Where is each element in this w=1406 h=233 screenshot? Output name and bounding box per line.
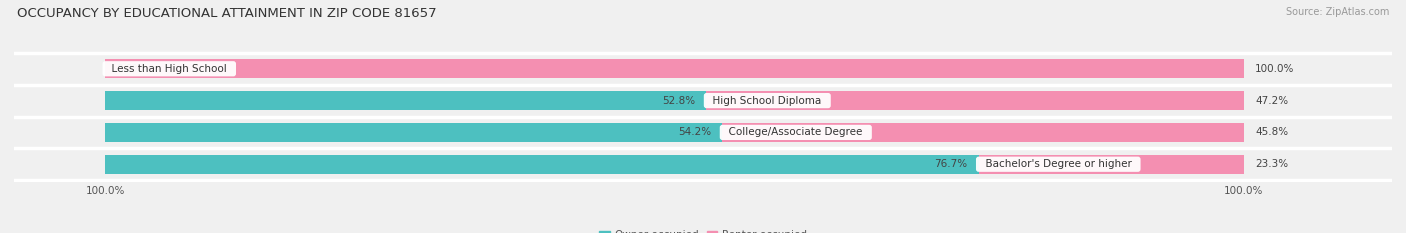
Text: 45.8%: 45.8% (1256, 127, 1288, 137)
Bar (105, 91, 706, 110)
Text: 47.2%: 47.2% (1256, 96, 1288, 106)
Bar (706, 91, 1244, 110)
Text: 23.3%: 23.3% (1256, 159, 1288, 169)
Bar (105, 123, 1244, 142)
Bar (105, 123, 723, 142)
Text: 52.8%: 52.8% (662, 96, 695, 106)
Text: OCCUPANCY BY EDUCATIONAL ATTAINMENT IN ZIP CODE 81657: OCCUPANCY BY EDUCATIONAL ATTAINMENT IN Z… (17, 7, 436, 20)
Text: 76.7%: 76.7% (934, 159, 967, 169)
Text: Source: ZipAtlas.com: Source: ZipAtlas.com (1285, 7, 1389, 17)
Legend: Owner-occupied, Renter-occupied: Owner-occupied, Renter-occupied (595, 226, 811, 233)
Bar (105, 59, 1244, 78)
Text: Less than High School: Less than High School (105, 64, 233, 74)
Bar (723, 123, 1244, 142)
Bar (105, 155, 979, 174)
Bar (979, 155, 1244, 174)
Bar (105, 91, 1244, 110)
Text: 54.2%: 54.2% (678, 127, 711, 137)
Text: Bachelor's Degree or higher: Bachelor's Degree or higher (979, 159, 1137, 169)
Bar (105, 155, 1244, 174)
Text: High School Diploma: High School Diploma (706, 96, 828, 106)
Text: College/Associate Degree: College/Associate Degree (723, 127, 869, 137)
Text: 0.0%: 0.0% (117, 64, 143, 74)
Text: 100.0%: 100.0% (1256, 64, 1295, 74)
Bar (105, 59, 1244, 78)
